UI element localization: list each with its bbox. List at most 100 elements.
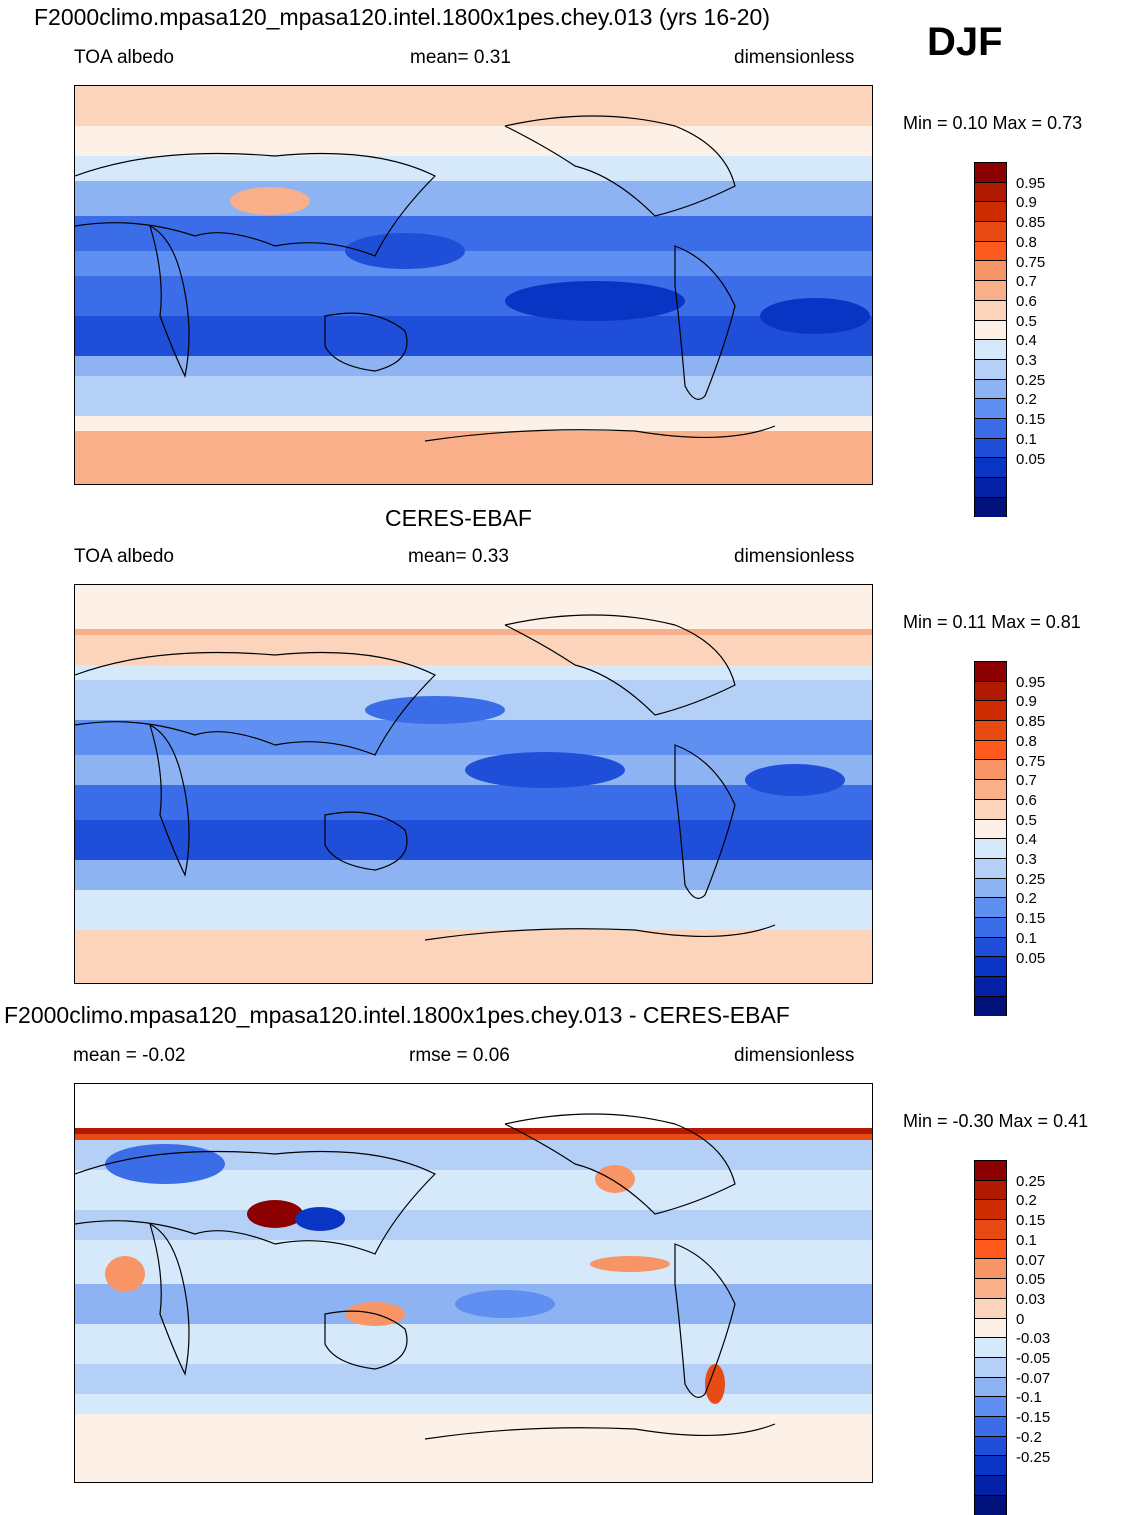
colorbar-swatch	[975, 281, 1006, 301]
colorbar-swatch	[975, 1279, 1006, 1299]
colorbar-swatch	[975, 163, 1006, 183]
panel-diff-rmse-label: rmse = 0.06	[409, 1045, 510, 1066]
colorbar-tick-label: 0.85	[1016, 214, 1046, 232]
panel-model-map	[74, 85, 873, 485]
colorbar-swatch	[975, 760, 1006, 781]
panel-obs-mean-label: mean= 0.33	[408, 546, 509, 567]
colorbar-swatch	[975, 241, 1006, 262]
panel-obs-map	[74, 584, 873, 984]
colorbar-swatch	[975, 340, 1006, 360]
colorbar-tick-label: 0.5	[1016, 811, 1037, 829]
colorbar-swatch	[975, 780, 1006, 800]
colorbar-tick-label: 0.5	[1016, 312, 1037, 330]
colorbar-swatch	[975, 1259, 1006, 1280]
colorbar-swatch	[975, 957, 1006, 977]
colorbar-swatch	[975, 1318, 1006, 1339]
colorbar-tick-label: 0.15	[1016, 1212, 1046, 1230]
colorbar-tick-label: 0.1	[1016, 929, 1037, 947]
colorbar-swatch	[975, 320, 1006, 341]
colorbar-tick-label: 0.85	[1016, 713, 1046, 731]
colorbar-swatch	[975, 1357, 1006, 1378]
panel-diff-colorbar	[974, 1160, 1007, 1515]
colorbar-tick-label: 0.95	[1016, 174, 1046, 192]
colorbar-tick-label: 0.03	[1016, 1290, 1046, 1308]
colorbar-tick-label: -0.2	[1016, 1428, 1042, 1446]
colorbar-swatch	[975, 681, 1006, 702]
colorbar-swatch	[975, 701, 1006, 722]
panel-model-colorbar	[974, 162, 1007, 518]
colorbar-swatch	[975, 1200, 1006, 1221]
colorbar-tick-label: -0.05	[1016, 1350, 1051, 1367]
colorbar-swatch	[975, 858, 1006, 879]
panel-obs-units-label: dimensionless	[734, 546, 855, 567]
panel-diff-minmax: Min = -0.30 Max = 0.41	[903, 1111, 1089, 1131]
colorbar-swatch	[975, 1239, 1006, 1260]
panel-model-units-label: dimensionless	[734, 47, 855, 68]
colorbar-tick-label: 0.7	[1016, 273, 1037, 291]
colorbar-tick-label: 0.15	[1016, 910, 1046, 928]
colorbar-tick-label: 0.6	[1016, 292, 1037, 310]
colorbar-tick-label: 0.4	[1016, 831, 1037, 849]
colorbar-swatch	[975, 222, 1006, 242]
colorbar-tick-label: -0.15	[1016, 1409, 1051, 1427]
colorbar-swatch	[975, 1495, 1006, 1515]
colorbar-tick-label: 0.6	[1016, 791, 1037, 809]
colorbar-tick-label: -0.07	[1016, 1369, 1051, 1387]
colorbar-swatch	[975, 261, 1006, 282]
colorbar-swatch	[975, 182, 1006, 203]
colorbar-tick-label: 0.25	[1016, 1172, 1046, 1190]
colorbar-swatch	[975, 1436, 1006, 1457]
colorbar-tick-label: 0.75	[1016, 752, 1046, 770]
colorbar-tick-label: 0.07	[1016, 1251, 1046, 1269]
colorbar-tick-label: 0.25	[1016, 371, 1046, 389]
panel-diff-heading: F2000climo.mpasa120_mpasa120.intel.1800x…	[4, 1002, 790, 1028]
colorbar-swatch	[975, 1456, 1006, 1476]
panel-model-variable-label: TOA albedo	[74, 47, 175, 68]
colorbar-tick-label: 0.75	[1016, 253, 1046, 271]
colorbar-tick-label: 0.8	[1016, 732, 1037, 750]
colorbar-tick-label: -0.25	[1016, 1448, 1051, 1466]
colorbar-tick-label: 0.05	[1016, 949, 1046, 967]
colorbar-tick-label: 0.2	[1016, 890, 1037, 908]
colorbar-tick-label: 0.2	[1016, 1192, 1037, 1210]
panel-obs-minmax: Min = 0.11 Max = 0.81	[903, 612, 1081, 632]
colorbar-swatch	[975, 1220, 1006, 1240]
colorbar-swatch	[975, 478, 1006, 498]
colorbar-swatch	[975, 1377, 1006, 1398]
colorbar-tick-label: 0.9	[1016, 194, 1037, 212]
colorbar-tick-label: 0	[1016, 1310, 1025, 1328]
colorbar-tick-label: 0.25	[1016, 870, 1046, 888]
panel-diff-units-label: dimensionless	[734, 1045, 855, 1066]
colorbar-swatch	[975, 1338, 1006, 1358]
colorbar-swatch	[975, 1180, 1006, 1201]
panel-model-mean-label: mean= 0.31	[410, 47, 511, 68]
colorbar-tick-label: 0.7	[1016, 772, 1037, 790]
colorbar-tick-label: 0.05	[1016, 1271, 1046, 1289]
colorbar-tick-label: 0.2	[1016, 391, 1037, 409]
colorbar-swatch	[975, 418, 1006, 439]
colorbar-tick-label: 0.1	[1016, 1231, 1037, 1249]
panel-obs-heading: CERES-EBAF	[385, 505, 532, 531]
colorbar-swatch	[975, 898, 1006, 918]
colorbar-swatch	[975, 1161, 1006, 1181]
colorbar-swatch	[975, 839, 1006, 859]
colorbar-tick-label: 0.3	[1016, 851, 1037, 868]
panel-diff-mean-label: mean = -0.02	[73, 1045, 186, 1066]
colorbar-tick-label: 0.1	[1016, 430, 1037, 448]
panel-model-minmax: Min = 0.10 Max = 0.73	[903, 113, 1083, 133]
colorbar-swatch	[975, 399, 1006, 419]
panel-diff-map	[74, 1083, 873, 1483]
colorbar-swatch	[975, 819, 1006, 840]
colorbar-swatch	[975, 1397, 1006, 1417]
colorbar-swatch	[975, 740, 1006, 761]
colorbar-swatch	[975, 996, 1006, 1017]
colorbar-tick-label: 0.3	[1016, 352, 1037, 369]
season-label: DJF	[927, 20, 1003, 64]
colorbar-swatch	[975, 977, 1006, 997]
colorbar-tick-label: 0.8	[1016, 233, 1037, 251]
colorbar-swatch	[975, 662, 1006, 682]
panel-obs-colorbar	[974, 661, 1007, 1017]
figure-title: F2000climo.mpasa120_mpasa120.intel.1800x…	[34, 4, 771, 30]
colorbar-tick-label: 0.4	[1016, 332, 1037, 350]
colorbar-tick-label: 0.9	[1016, 693, 1037, 711]
